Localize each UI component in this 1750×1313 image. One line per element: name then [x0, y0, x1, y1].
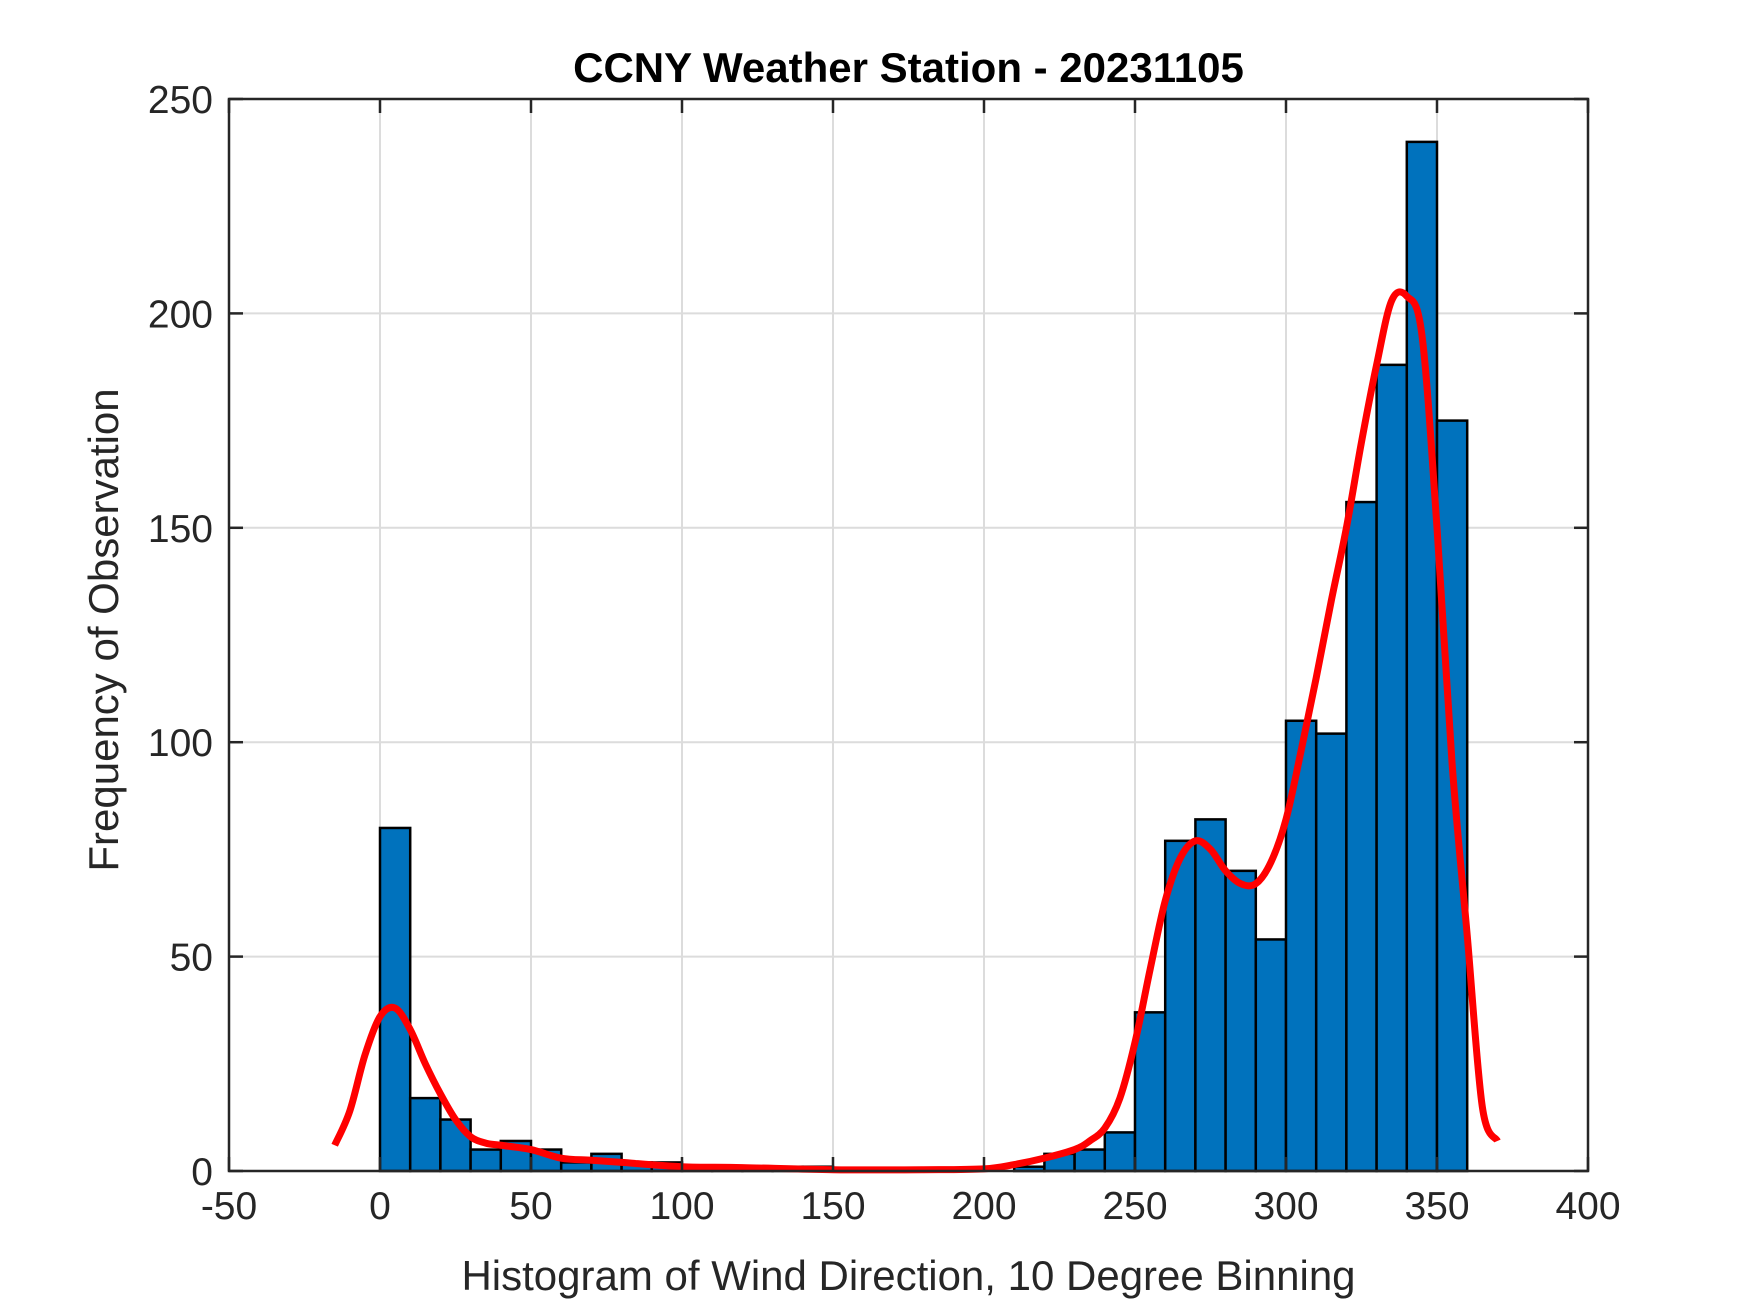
density-fit-line — [331, 288, 1501, 1174]
histogram-bar — [378, 826, 412, 1173]
histogram-bar — [1345, 500, 1378, 1173]
density-curve — [331, 288, 1501, 1174]
chart-title: CCNY Weather Station - 20231105 — [573, 44, 1244, 91]
x-tick-label: 250 — [1102, 1185, 1167, 1228]
x-tick-label: 0 — [369, 1185, 391, 1228]
histogram-bar — [1314, 732, 1348, 1173]
x-tick-label: 300 — [1253, 1185, 1318, 1228]
histogram-bar — [1254, 938, 1288, 1173]
y-tick-label: 100 — [148, 722, 213, 765]
histogram-bar — [1375, 363, 1409, 1173]
x-tick-label: 350 — [1404, 1185, 1469, 1228]
histogram-bar — [469, 1148, 503, 1173]
x-tick-label: 100 — [649, 1185, 714, 1228]
x-tick-label: -50 — [201, 1185, 257, 1228]
x-tick-label: 200 — [951, 1185, 1016, 1228]
histogram-bar — [559, 1161, 593, 1173]
histogram-bar — [1073, 1148, 1107, 1173]
histogram-bars — [378, 140, 1469, 1173]
y-tick-label: 50 — [170, 937, 213, 980]
y-axis-label: Frequency of Observation — [80, 388, 127, 871]
y-tick-label: 0 — [191, 1151, 213, 1194]
y-tick-label: 150 — [148, 508, 213, 551]
histogram-bar — [1194, 818, 1227, 1173]
plot-box — [227, 97, 1590, 1173]
y-tick-label: 250 — [148, 79, 213, 122]
x-axis-label: Histogram of Wind Direction, 10 Degree B… — [461, 1252, 1355, 1299]
histogram-bar — [1103, 1131, 1137, 1173]
histogram-bar — [408, 1096, 442, 1173]
x-tick-label: 50 — [509, 1185, 552, 1228]
axis-labels: CCNY Weather Station - 20231105 Histogra… — [80, 44, 1356, 1299]
x-tick-label: 400 — [1555, 1185, 1620, 1228]
histogram-bar — [1405, 140, 1439, 1173]
histogram-bar — [1224, 869, 1258, 1173]
axes-frame — [227, 97, 1590, 1173]
axis-ticks: -50 0 50 100 150 200 250 300 350 4000501001502002… — [148, 79, 1621, 1228]
histogram-bar — [439, 1118, 472, 1173]
y-tick-label: 200 — [148, 293, 213, 336]
x-tick-label: 150 — [800, 1185, 865, 1228]
